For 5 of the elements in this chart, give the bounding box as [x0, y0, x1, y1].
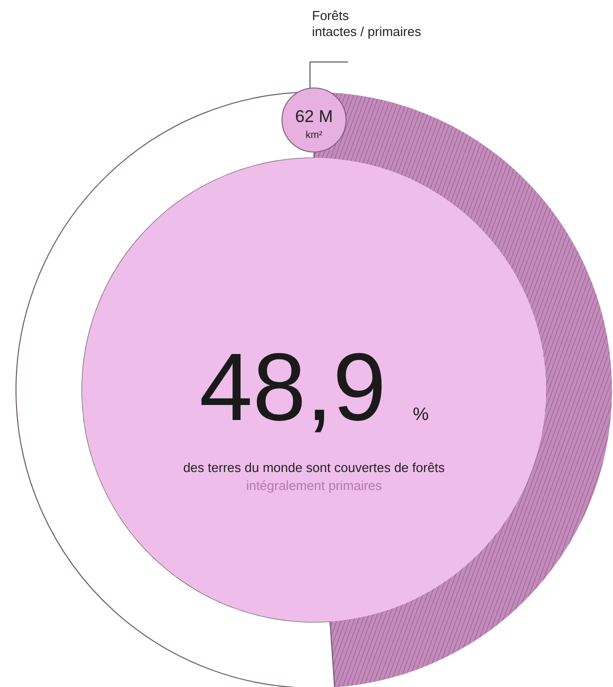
text: intégralement primaires: [246, 478, 382, 493]
text: des terres du monde sont couvertes de forêts: [183, 460, 446, 475]
data-label: 48,9 %: [199, 334, 429, 441]
text: 62 M km²: [295, 107, 333, 141]
slice-label: Forêts intactes / primaires: [312, 8, 422, 39]
